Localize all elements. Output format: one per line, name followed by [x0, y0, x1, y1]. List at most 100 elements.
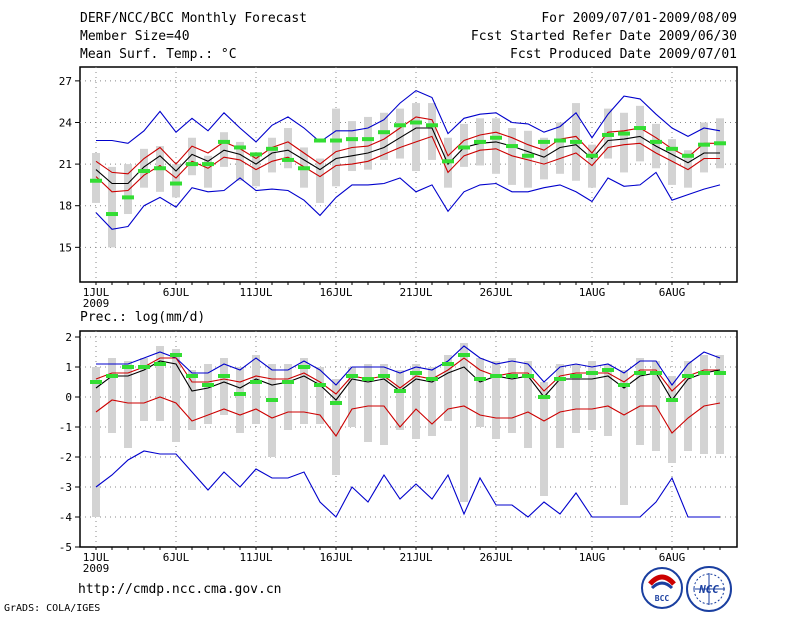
fcst-started-date: Fcst Started Refer Date 2009/06/30	[470, 29, 737, 44]
precipitation-spread-box	[684, 361, 692, 451]
precipitation-obs-marker	[346, 374, 358, 378]
temperature-obs-marker	[106, 212, 118, 217]
precipitation-obs-marker	[170, 353, 182, 357]
bcc-logo: BCC	[641, 567, 683, 609]
temperature-spread-box	[524, 130, 532, 188]
footer-url: http://cmdp.ncc.cma.gov.cn	[78, 582, 282, 597]
temperature-spread-box	[204, 155, 212, 188]
precipitation-spread-box	[668, 376, 676, 463]
temperature-spread-box	[556, 122, 564, 174]
temperature-obs-marker	[698, 142, 710, 147]
precipitation-obs-marker	[618, 383, 630, 387]
temperature-spread-box	[188, 137, 196, 176]
temperature-ytick-label: 18	[59, 200, 72, 213]
precipitation-obs-marker	[698, 371, 710, 375]
temperature-obs-marker	[634, 126, 646, 131]
temperature-obs-marker	[474, 139, 486, 144]
temperature-obs-marker	[378, 130, 390, 135]
precipitation-spread-box	[364, 364, 372, 442]
temperature-obs-marker	[298, 166, 310, 171]
temperature-spread-box	[508, 128, 516, 185]
precipitation-obs-marker	[122, 365, 134, 369]
temperature-obs-marker	[506, 144, 518, 149]
precipitation-obs-marker	[266, 398, 278, 402]
temperature-spread-box	[140, 148, 148, 188]
temperature-frame	[79, 66, 738, 283]
fcst-produced-date: Fcst Produced Date 2009/07/01	[510, 47, 737, 62]
temperature-obs-marker	[282, 157, 294, 162]
precipitation-spread-box	[444, 355, 452, 421]
precipitation-obs-marker	[634, 371, 646, 375]
precipitation-xtick-label: 11JUL	[239, 551, 272, 564]
bcc-logo-text: BCC	[655, 594, 670, 603]
precipitation-spread-box	[620, 370, 628, 505]
precipitation-ytick-label: 2	[65, 331, 72, 344]
precipitation-obs-marker	[394, 389, 406, 393]
precipitation-obs-marker	[330, 401, 342, 405]
precipitation-spread-box	[492, 361, 500, 439]
ncc-logo-text: NCC	[698, 583, 719, 596]
precipitation-obs-marker	[298, 365, 310, 369]
precipitation-obs-marker	[586, 371, 598, 375]
precipitation-spread-box	[604, 364, 612, 436]
temperature-spread-box	[284, 128, 292, 169]
precipitation-spread-box	[156, 346, 164, 421]
precipitation-xtick-label: 16JUL	[319, 551, 352, 564]
grads-credit: GrADS: COLA/IGES	[4, 603, 101, 614]
precipitation-ytick-label: -3	[59, 481, 72, 494]
temperature-obs-marker	[362, 137, 374, 142]
precip-panel-title: Prec.: log(mm/d)	[80, 310, 206, 325]
precipitation-obs-marker	[186, 374, 198, 378]
temperature-obs-marker	[122, 195, 134, 200]
temperature-spread-box	[124, 164, 132, 215]
temperature-spread-box	[172, 164, 180, 198]
temperature-year-label: 2009	[83, 297, 110, 310]
precipitation-obs-marker	[650, 371, 662, 375]
precipitation-obs-marker	[410, 371, 422, 375]
temperature-xtick-label: 11JUL	[239, 286, 272, 299]
temperature-obs-marker	[250, 152, 262, 157]
precipitation-obs-marker	[378, 374, 390, 378]
temperature-spread-box	[700, 122, 708, 173]
temperature-obs-marker	[202, 162, 214, 167]
member-size-label: Member Size=40	[80, 29, 190, 44]
precipitation-spread-box	[524, 361, 532, 448]
precipitation-spread-box	[588, 361, 596, 430]
precipitation-obs-marker	[554, 377, 566, 381]
temperature-spread-box	[668, 139, 676, 185]
temperature-obs-marker	[666, 146, 678, 151]
precipitation-series-mean	[95, 360, 721, 401]
precipitation-obs-marker	[154, 362, 166, 366]
precipitation-spread-box	[556, 364, 564, 448]
temperature-spread-box	[380, 112, 388, 160]
temperature-panel: 15 18 21 24 27 1JUL 6JUL 11JUL 16JUL 21JUL 26JUL 1A…	[59, 66, 738, 310]
precipitation-xtick-label: 6JUL	[163, 551, 190, 564]
temperature-obs-marker	[426, 123, 438, 128]
precipitation-spread-box	[300, 358, 308, 424]
precipitation-spread-box	[172, 349, 180, 442]
temperature-series-min	[95, 171, 721, 230]
precipitation-obs-marker	[570, 374, 582, 378]
temperature-series-mean	[95, 127, 720, 185]
temperature-obs-marker	[234, 145, 246, 150]
temperature-xtick-label: 1AUG	[579, 286, 606, 299]
forecast-period: For 2009/07/01-2009/08/09	[541, 11, 737, 26]
precipitation-obs-marker	[490, 374, 502, 378]
variable-label: Mean Surf. Temp.: °C	[80, 47, 237, 62]
precipitation-spread-box	[636, 358, 644, 445]
temperature-series-max	[96, 89, 721, 144]
temperature-spread-box	[348, 121, 356, 172]
precipitation-xtick-label: 6AUG	[659, 551, 686, 564]
precipitation-spread-box	[476, 358, 484, 427]
precipitation-spread-box	[124, 361, 132, 448]
temperature-obs-marker	[554, 138, 566, 143]
precipitation-spread-box	[284, 364, 292, 430]
precipitation-spread-box	[332, 379, 340, 475]
temperature-spread-box	[396, 108, 404, 159]
temperature-obs-marker	[714, 141, 726, 146]
precipitation-obs-marker	[538, 395, 550, 399]
precipitation-spread-box	[140, 358, 148, 421]
precipitation-ytick-label: -5	[59, 541, 72, 554]
temperature-obs-marker	[458, 145, 470, 150]
temperature-spread-box	[428, 103, 436, 160]
